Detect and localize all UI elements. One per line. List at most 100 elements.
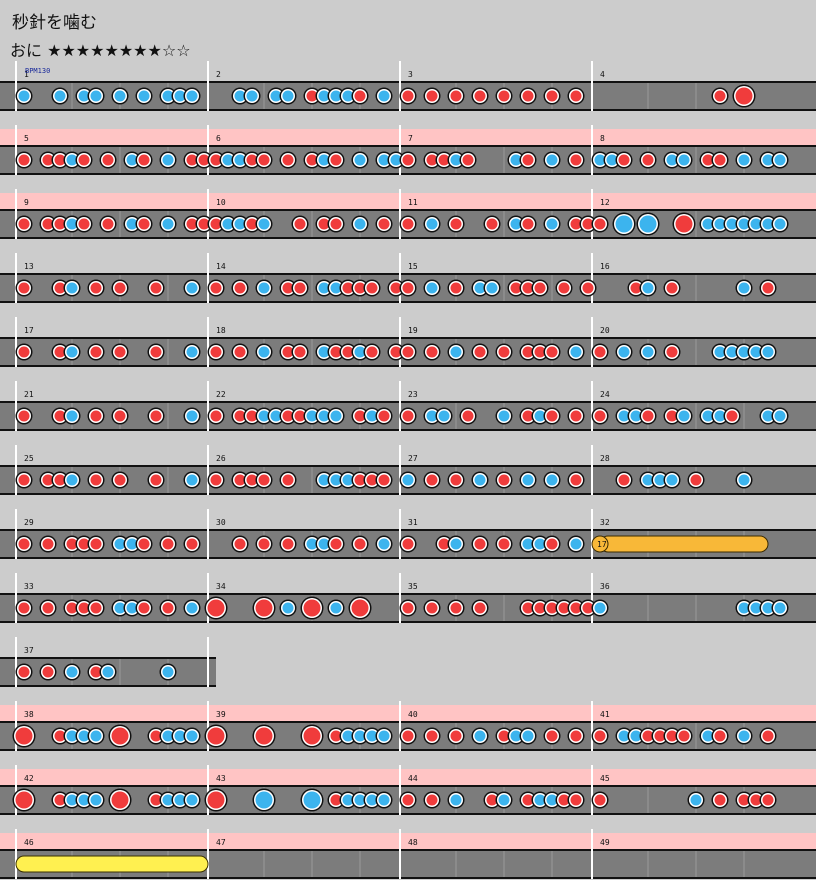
- ka-note: [663, 471, 681, 489]
- lane-border-bottom: [0, 429, 816, 431]
- ka-note: [183, 279, 201, 297]
- don-note: [399, 791, 417, 809]
- don-big-note: [732, 84, 756, 108]
- lane-border-bottom: [0, 877, 816, 879]
- don-note: [747, 791, 765, 809]
- don-note: [543, 87, 561, 105]
- lane-border-bottom: [0, 173, 816, 175]
- don-note: [87, 471, 105, 489]
- don-note: [351, 87, 369, 105]
- don-note: [15, 151, 33, 169]
- ka-note: [339, 727, 357, 745]
- measure-number: 18: [216, 326, 226, 335]
- ka-note: [279, 87, 297, 105]
- ka-note: [183, 791, 201, 809]
- measure-number: 16: [600, 262, 610, 271]
- gogo-band: [0, 129, 816, 145]
- don-note: [399, 343, 417, 361]
- ka-note: [123, 535, 141, 553]
- ka-note: [171, 791, 189, 809]
- ka-note: [63, 727, 81, 745]
- don-note: [291, 343, 309, 361]
- don-note: [471, 599, 489, 617]
- don-note: [159, 599, 177, 617]
- don-note: [567, 87, 585, 105]
- don-big-note: [204, 788, 228, 812]
- don-note: [579, 215, 597, 233]
- measure-number: 7: [408, 134, 413, 143]
- don-note: [519, 407, 537, 425]
- ka-note: [303, 535, 321, 553]
- ka-note: [735, 599, 753, 617]
- don-note: [591, 215, 609, 233]
- don-note: [711, 791, 729, 809]
- don-note: [423, 343, 441, 361]
- ka-note: [171, 87, 189, 105]
- ka-note: [351, 343, 369, 361]
- balloon-count: 17: [597, 540, 607, 549]
- ka-big-note: [612, 212, 636, 236]
- ka-note: [399, 471, 417, 489]
- ka-note: [183, 407, 201, 425]
- don-note: [279, 535, 297, 553]
- don-note: [399, 727, 417, 745]
- ka-note: [567, 343, 585, 361]
- ka-note: [483, 279, 501, 297]
- don-note: [759, 727, 777, 745]
- don-note: [147, 727, 165, 745]
- ka-note: [267, 407, 285, 425]
- ka-note: [99, 663, 117, 681]
- don-note: [435, 535, 453, 553]
- ka-note: [711, 407, 729, 425]
- difficulty-line: おに ★★★★★★★★☆☆: [10, 37, 191, 61]
- don-note: [459, 151, 477, 169]
- measure-number: 20: [600, 326, 610, 335]
- lane-border-top: [0, 721, 816, 723]
- ka-note: [327, 407, 345, 425]
- lane-border-top: [0, 785, 816, 787]
- ka-note: [63, 791, 81, 809]
- don-note: [711, 727, 729, 745]
- ka-note: [63, 471, 81, 489]
- don-note: [591, 407, 609, 425]
- don-note: [135, 151, 153, 169]
- ka-note: [603, 151, 621, 169]
- measure-number: 23: [408, 390, 418, 399]
- don-note: [399, 279, 417, 297]
- ka-note: [495, 407, 513, 425]
- ka-note: [183, 87, 201, 105]
- ka-note: [735, 151, 753, 169]
- don-note: [75, 599, 93, 617]
- measure-number: 43: [216, 774, 226, 783]
- don-note: [207, 151, 225, 169]
- bpm-marker: BPM130: [25, 67, 50, 75]
- don-note: [675, 727, 693, 745]
- ka-note: [183, 727, 201, 745]
- don-note: [135, 535, 153, 553]
- ka-note: [231, 87, 249, 105]
- don-note: [375, 407, 393, 425]
- measure-number: 1: [24, 70, 29, 79]
- ka-note: [507, 215, 525, 233]
- ka-note: [711, 343, 729, 361]
- ka-note: [111, 535, 129, 553]
- ka-note: [351, 791, 369, 809]
- don-note: [543, 599, 561, 617]
- ka-note: [135, 87, 153, 105]
- measure-number: 15: [408, 262, 418, 271]
- measure-number: 19: [408, 326, 418, 335]
- don-note: [447, 215, 465, 233]
- don-note: [243, 215, 261, 233]
- don-note: [519, 151, 537, 169]
- ka-note: [327, 87, 345, 105]
- ka-note: [699, 727, 717, 745]
- ka-note: [591, 151, 609, 169]
- don-note: [147, 343, 165, 361]
- ka-note: [351, 727, 369, 745]
- difficulty-name: おに: [10, 41, 43, 60]
- ka-note: [711, 215, 729, 233]
- don-note: [519, 215, 537, 233]
- ka-note: [159, 87, 177, 105]
- ka-note: [111, 87, 129, 105]
- don-note: [447, 599, 465, 617]
